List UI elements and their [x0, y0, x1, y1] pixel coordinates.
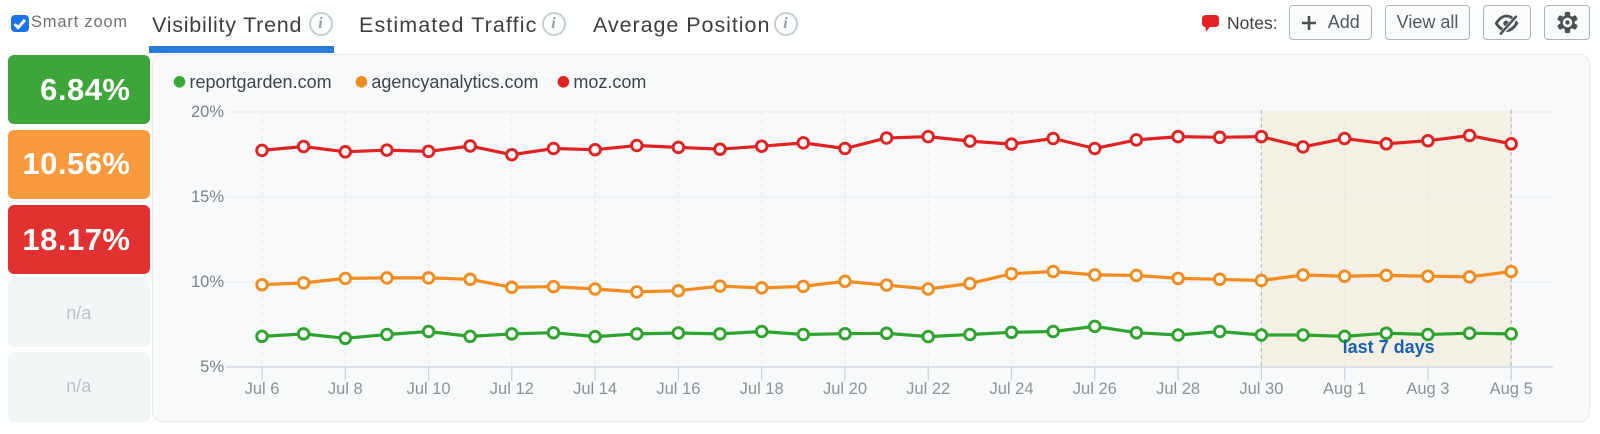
svg-text:Jul 26: Jul 26	[1073, 380, 1117, 398]
svg-text:Jul 28: Jul 28	[1156, 380, 1200, 398]
svg-text:last 7 days: last 7 days	[1343, 337, 1435, 357]
svg-text:Jul 18: Jul 18	[740, 380, 784, 398]
svg-text:Aug 1: Aug 1	[1323, 380, 1366, 398]
svg-text:moz.com: moz.com	[573, 72, 646, 92]
svg-text:agencyanalytics.com: agencyanalytics.com	[371, 72, 538, 92]
svg-text:Jul 14: Jul 14	[573, 380, 617, 398]
svg-text:Aug 5: Aug 5	[1490, 380, 1533, 398]
svg-text:Jul 24: Jul 24	[989, 380, 1033, 398]
svg-text:Jul 22: Jul 22	[906, 380, 950, 398]
svg-text:Jul 10: Jul 10	[407, 380, 451, 398]
svg-text:Jul 16: Jul 16	[656, 380, 700, 398]
svg-text:Jul 6: Jul 6	[245, 380, 280, 398]
svg-text:15%: 15%	[191, 188, 224, 206]
svg-text:Jul 30: Jul 30	[1239, 380, 1283, 398]
svg-text:10%: 10%	[191, 273, 224, 291]
svg-text:Aug 3: Aug 3	[1406, 380, 1449, 398]
svg-text:Jul 8: Jul 8	[328, 380, 363, 398]
svg-text:5%: 5%	[200, 358, 224, 376]
svg-text:reportgarden.com: reportgarden.com	[190, 72, 332, 92]
svg-text:20%: 20%	[191, 103, 224, 121]
svg-text:Jul 20: Jul 20	[823, 380, 867, 398]
svg-text:Jul 12: Jul 12	[490, 380, 534, 398]
